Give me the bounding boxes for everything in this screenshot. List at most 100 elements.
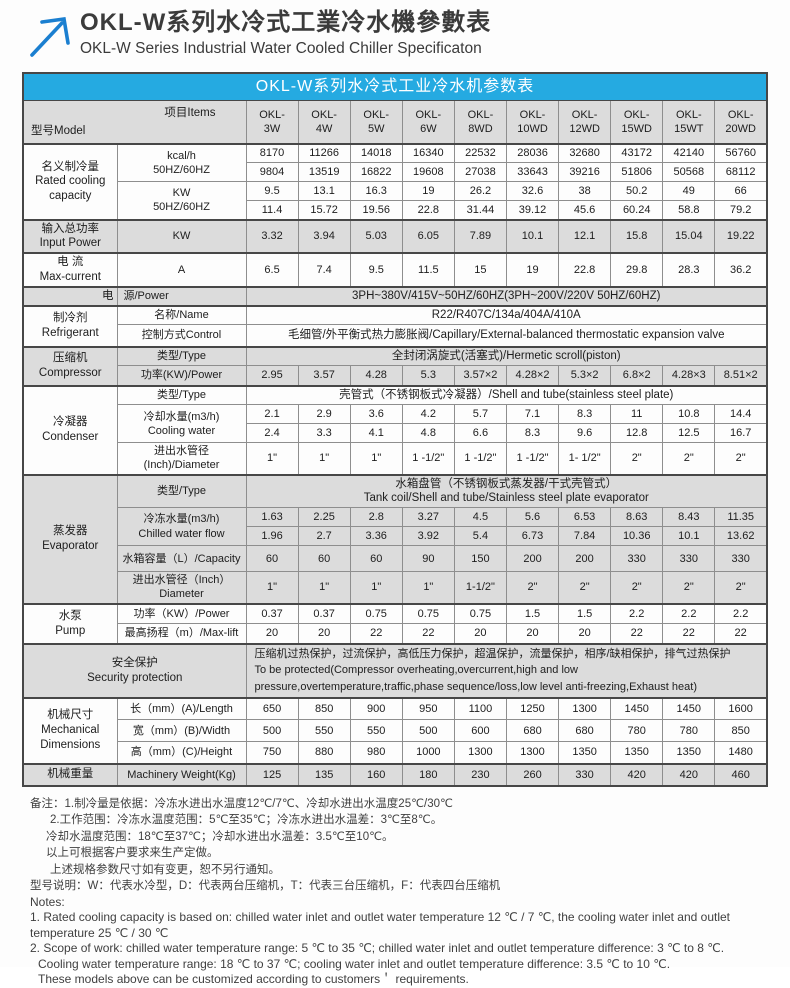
section-label-power-zh: 电 bbox=[22, 285, 118, 307]
value-cell: 33643 bbox=[505, 162, 560, 183]
value-cell: 13.62 bbox=[714, 526, 768, 547]
value-cell: 20 bbox=[453, 623, 507, 645]
note-zh-line: 以上可根据客户要求来生产定做。 bbox=[46, 847, 219, 860]
item-label-input-power-unit: KW bbox=[116, 218, 247, 254]
value-cell: 60 bbox=[297, 545, 351, 573]
value-cell: 1300 bbox=[558, 696, 612, 721]
value-cell: 330 bbox=[714, 545, 768, 573]
value-cell: 51806 bbox=[610, 162, 664, 183]
table-row-cooling-water-50hz: 冷却水量(m3/h) Cooling water 2.1 2.9 3.6 4.2 5.7… bbox=[23, 404, 768, 444]
value-cell: 15.04 bbox=[662, 218, 716, 254]
value-cell: 11 bbox=[610, 404, 664, 425]
value-power-source: 3PH~380V/415V~50HZ/60HZ(3PH~200V/220V 50… bbox=[245, 285, 768, 307]
value-cell: 4.1 bbox=[349, 423, 403, 444]
value-cell: 1" bbox=[349, 571, 403, 605]
page-title-en: OKL-W Series Industrial Water Cooled Chi… bbox=[80, 40, 482, 57]
value-cell: 4.2 bbox=[401, 404, 455, 425]
value-cell: 3.57×2 bbox=[453, 365, 507, 387]
value-cell: 60 bbox=[349, 545, 403, 573]
value-cell: 2.95 bbox=[245, 365, 299, 387]
value-cell: 19.22 bbox=[714, 218, 768, 254]
value-refrigerant-control: 毛细管/外平衡式热力膨胀阀/Capillary/External-balance… bbox=[245, 324, 768, 348]
value-cell: 49 bbox=[662, 181, 716, 202]
value-cell: 680 bbox=[558, 719, 612, 743]
value-cell: 50.2 bbox=[610, 181, 664, 202]
value-cell: 5.3 bbox=[401, 365, 455, 387]
table-row-kw-60hz: 11.4 15.72 19.56 22.8 31.44 39.12 45.6 60.24 58.… bbox=[23, 200, 768, 221]
value-cell: 9.5 bbox=[349, 252, 403, 288]
value-cell: 60 bbox=[245, 545, 299, 573]
value-cell: 150 bbox=[453, 545, 507, 573]
table-row-tank-capacity: 水箱容量（L）/Capacity 60 60 60 90 150 200 200 330 330… bbox=[23, 545, 768, 573]
note-en-line: Cooling water temperature range: 18 ℃ to… bbox=[38, 956, 671, 971]
note-en-line: Notes: bbox=[30, 894, 65, 909]
value-cell: 2.2 bbox=[610, 602, 664, 625]
item-label-kw: KW 50HZ/60HZ bbox=[116, 181, 247, 221]
table-row-input-power: 输入总功率 Input Power KW 3.32 3.94 5.03 6.05 7.8… bbox=[22, 218, 768, 254]
model-header-cell: OKL- 5W bbox=[349, 99, 403, 145]
value-cell: 2" bbox=[662, 442, 716, 476]
value-security-protection: 压缩机过热保护，过流保护，高低压力保护，超温保护，流量保护，相序/缺相保护，排气… bbox=[245, 642, 768, 699]
table-row-evaporator-type: 蒸发器 Evaporator 类型/Type 水箱盘管（不锈钢板式蒸发器/干式壳… bbox=[22, 473, 768, 605]
value-cell: 550 bbox=[297, 719, 351, 743]
value-cell: 11.35 bbox=[714, 507, 768, 528]
value-cell: 1.5 bbox=[558, 602, 612, 625]
value-cell: 750 bbox=[245, 741, 299, 765]
value-cell: 6.53 bbox=[558, 507, 612, 528]
item-label-height: 高（mm）(C)/Height bbox=[116, 741, 247, 765]
value-cell: 1250 bbox=[505, 696, 560, 721]
value-cell: 2.8 bbox=[349, 507, 403, 528]
value-cell: 125 bbox=[245, 762, 299, 787]
value-cell: 230 bbox=[453, 762, 507, 787]
value-cell: 38 bbox=[558, 181, 612, 202]
note-zh-line: 备注：1.制冷量是依据：冷冻水进出水温度12℃/7℃、冷却水进出水温度25℃/3… bbox=[30, 797, 453, 810]
value-cell: 600 bbox=[453, 719, 507, 743]
value-cell: 4.28 bbox=[349, 365, 403, 387]
notes-block: 备注：1.制冷量是依据：冷冻水进出水温度12℃/7℃、冷却水进出水温度25℃/3… bbox=[30, 796, 790, 988]
model-header-cell: OKL- 6W bbox=[401, 99, 455, 145]
table-row-security-protection: 安全保护 Security protection 压缩机过热保护，过流保护，高低… bbox=[22, 642, 768, 699]
item-label-evaporator-type: 类型/Type bbox=[116, 473, 247, 509]
value-cell: 9.5 bbox=[245, 181, 299, 202]
value-cell: 6.73 bbox=[505, 526, 560, 547]
table-row-length: 机械尺寸 Mechanical Dimensions 长（mm）(A)/Leng… bbox=[22, 696, 768, 765]
item-label-compressor-power: 功率(KW)/Power bbox=[116, 365, 247, 387]
value-cell: 43172 bbox=[610, 142, 664, 164]
value-cell: 12.5 bbox=[662, 423, 716, 444]
title-block: OKL-W系列水冷式工業冷水機參數表 OKL-W Series Industri… bbox=[80, 8, 491, 59]
value-cell: 15 bbox=[453, 252, 507, 288]
item-label-width: 宽（mm）(B)/Width bbox=[116, 719, 247, 743]
item-label-refrigerant-control: 控制方式Control bbox=[116, 324, 247, 348]
value-cell: 8.51×2 bbox=[714, 365, 768, 387]
value-cell: 16822 bbox=[349, 162, 403, 183]
value-cell: 980 bbox=[349, 741, 403, 765]
section-label-pump: 水泵 Pump bbox=[22, 602, 118, 645]
value-cell: 32680 bbox=[558, 142, 612, 164]
value-cell: 2" bbox=[505, 571, 560, 605]
spec-table: OKL-W系列水冷式工业冷水机参数表 型号Model 项目Items OKL- … bbox=[22, 72, 768, 787]
value-cell: 6.8×2 bbox=[610, 365, 664, 387]
model-header-cell: OKL- 10WD bbox=[505, 99, 560, 145]
item-label-current-unit: A bbox=[116, 252, 247, 288]
value-cell: 68112 bbox=[714, 162, 768, 183]
value-cell: 1.63 bbox=[245, 507, 299, 528]
value-cell: 1- 1/2" bbox=[558, 442, 612, 476]
value-cell: 10.1 bbox=[662, 526, 716, 547]
page: OKL-W系列水冷式工業冷水機參數表 OKL-W Series Industri… bbox=[22, 8, 768, 987]
value-cell: 56760 bbox=[714, 142, 768, 164]
value-refrigerant-name: R22/R407C/134a/404A/410A bbox=[245, 304, 768, 326]
note-en-line: These models above can be customized acc… bbox=[38, 972, 469, 987]
item-label-weight-en: Machinery Weight(Kg) bbox=[116, 762, 247, 787]
value-cell: 12.8 bbox=[610, 423, 664, 444]
value-cell: 850 bbox=[714, 719, 768, 743]
value-cell: 11.4 bbox=[245, 200, 299, 221]
value-cell: 12.1 bbox=[558, 218, 612, 254]
value-cell: 66 bbox=[714, 181, 768, 202]
item-label-kcal: kcal/h 50HZ/60HZ bbox=[116, 142, 247, 183]
value-cell: 2" bbox=[662, 571, 716, 605]
value-cell: 2" bbox=[714, 571, 768, 605]
value-cell: 11.5 bbox=[401, 252, 455, 288]
value-cell: 36.2 bbox=[714, 252, 768, 288]
value-cell: 5.7 bbox=[453, 404, 507, 425]
value-cell: 460 bbox=[714, 762, 768, 787]
